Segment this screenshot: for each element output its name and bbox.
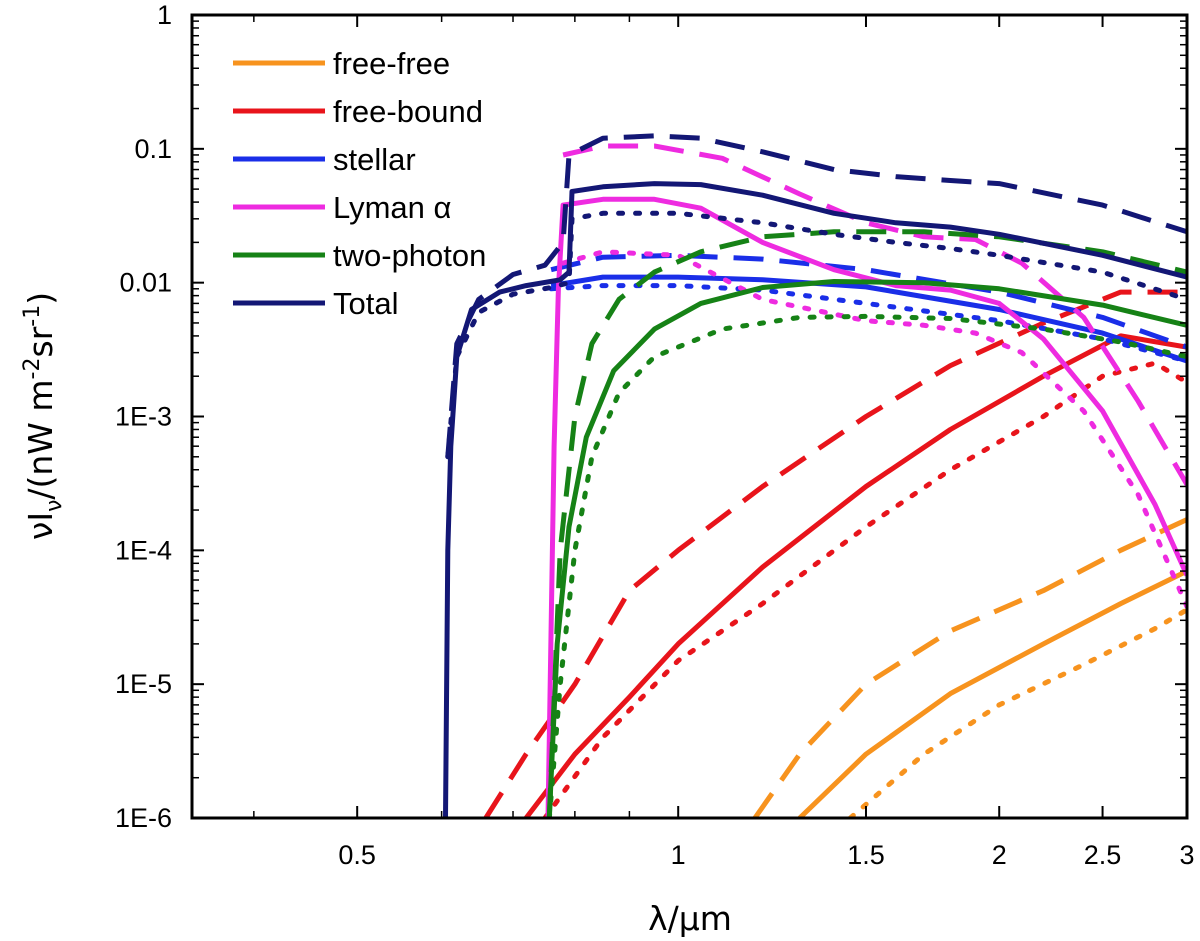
y-tick-label: 1 [157,0,172,30]
series-free-bound-dashed [483,289,1187,818]
x-tick-label: 3 [1179,840,1194,870]
legend-label: Total [333,286,398,321]
x-tick-label: 2 [992,840,1007,870]
x-axis-title: λ/μm [648,899,732,938]
y-axis-title-sr: sr [21,326,60,357]
series-total-solid [443,181,1187,818]
y-axis-title-main: νI [21,512,60,540]
x-tick-label: 0.5 [338,840,376,870]
series-lyman--dotted [560,249,1187,610]
series-total-dotted [445,210,1187,460]
series-free-free-dashed [752,517,1187,818]
y-tick-label: 0.01 [119,268,172,298]
x-tick-label: 2.5 [1084,840,1122,870]
legend: free-free free-bound stellar Lyman α two-pho… [233,46,486,321]
x-tick-label: 1 [671,840,686,870]
series-total-dashed [445,133,1187,457]
y-axis-title-exp1: -2 [20,357,45,379]
y-tick-label: 1E-5 [115,669,172,699]
series-stellar-dashed [550,252,1187,350]
y-axis-title-exp2: -1 [20,305,45,327]
series-two-photon-solid [546,279,1187,818]
series-free-bound-dotted [542,360,1187,818]
y-axis-title-sub: ν [42,500,67,512]
legend-label: free-free [333,46,450,81]
ticks-layer: 0.5 1 1.5 2 2.5 3 1E-6 1E-5 1E-4 1E-3 0.01 0.1 1 [115,0,1195,870]
y-axis-title-units: /(nW m [21,379,60,499]
series-lyman--dashed [562,143,1187,486]
series-free-free-dotted [847,607,1187,818]
legend-label: Lyman α [333,190,452,225]
legend-label: free-bound [333,94,483,129]
series-free-free-solid [797,568,1187,818]
series-layer [443,133,1187,818]
x-tick-label: 1.5 [847,840,885,870]
y-axis-title: νIν/(nW m-2sr-1) [20,292,67,540]
series-free-bound-solid [524,333,1187,818]
y-tick-label: 1E-4 [115,535,172,565]
legend-label: two-photon [333,238,486,273]
y-tick-label: 0.1 [134,134,172,164]
legend-label: stellar [333,142,416,177]
y-tick-label: 1E-3 [115,402,172,432]
y-tick-label: 1E-6 [115,803,172,833]
series-lyman--solid [545,196,1187,818]
y-axis-title-close: ) [21,292,60,305]
